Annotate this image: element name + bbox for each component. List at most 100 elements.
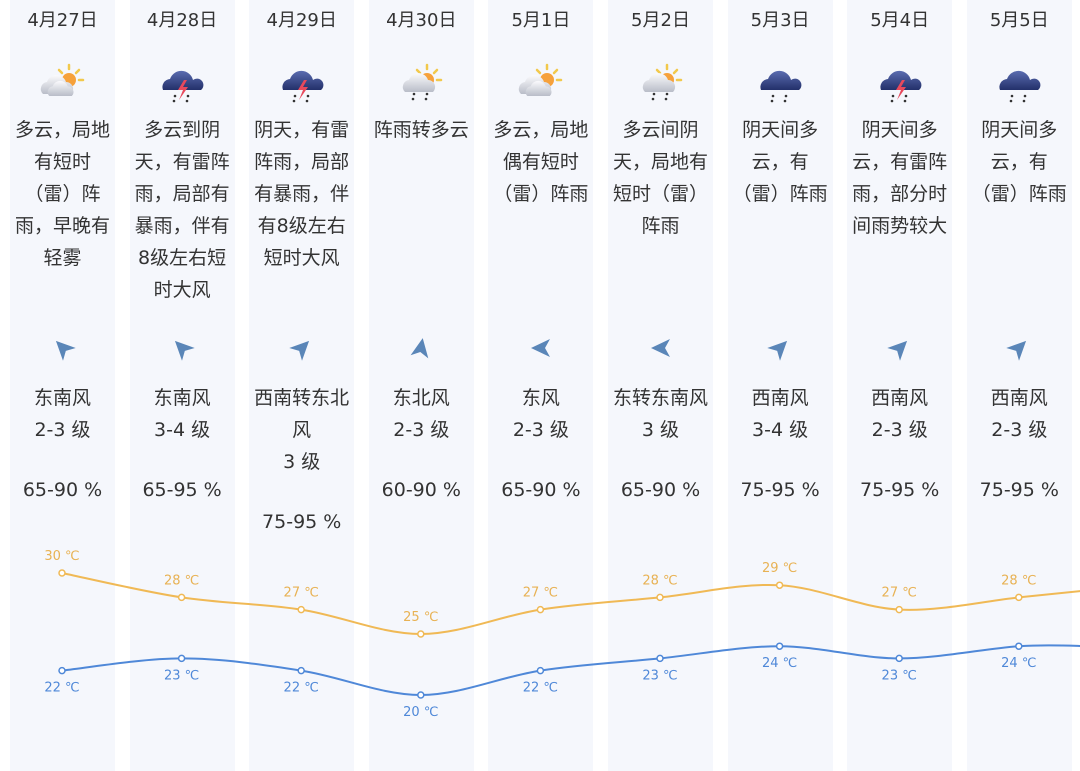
humidity-label: 75-95 % <box>740 479 820 501</box>
weather-description: 阴天间多 云，有 （雷）阵雨 <box>963 114 1076 210</box>
date-label: 5月5日 <box>989 10 1049 31</box>
wind-text: 西南转东北 <box>254 387 350 409</box>
description-line: 多云，局地 <box>493 119 589 141</box>
wind-text: 风 <box>292 419 312 441</box>
humidity-label: 75-95 % <box>860 479 940 501</box>
description-line: 短时大风 <box>263 247 340 269</box>
description-line: 天，局地有 <box>612 151 708 173</box>
wind-direction-arrow-icon <box>46 331 80 365</box>
description-line: （雷）阵雨 <box>732 183 828 205</box>
wind-direction-arrow-icon <box>883 331 917 365</box>
wind-text: 2-3 级 <box>991 419 1048 441</box>
rain-icon <box>995 62 1043 108</box>
description-line: 天，有雷阵 <box>134 151 230 173</box>
description-line: 雨，局部有 <box>134 183 230 205</box>
shower-icon <box>397 62 445 108</box>
weather-description: 多云到阴天，有雷阵雨，局部有暴雨，伴有 8级左右短时大风 <box>126 114 239 306</box>
humidity-label: 65-90 % <box>501 479 581 501</box>
date-label: 5月3日 <box>750 10 810 31</box>
forecast-day-column: 5月4日阴天间多云，有雷阵雨，部分时间雨势较大西南风 2-3 级 75-95 % <box>847 0 953 771</box>
wind-text: 2-3 级 <box>34 419 91 441</box>
description-line: 多云，局地 <box>14 119 110 141</box>
humidity-label: 60-90 % <box>381 479 461 501</box>
description-line: 阴天，有雷 <box>254 119 350 141</box>
description-line: 阴天间多 <box>861 119 938 141</box>
wind-text: 2-3 级 <box>512 419 569 441</box>
thunderstorm-icon <box>158 62 206 108</box>
wind-direction-arrow-icon <box>165 331 199 365</box>
description-line: 雨，部分时 <box>852 183 948 205</box>
description-line: （雷）阵雨 <box>493 183 589 205</box>
date-label: 4月29日 <box>266 10 337 31</box>
wind-direction-arrow-icon <box>763 331 797 365</box>
wind-text: 东北风 <box>392 387 450 409</box>
wind-text: 3-4 级 <box>154 419 211 441</box>
weather-description: 阴天间多云，有雷阵雨，部分时间雨势较大 <box>843 114 956 242</box>
weather-description: 阴天，有雷阵雨，局部有暴雨，伴有8级左右短时大风 <box>245 114 358 274</box>
wind-text: 东转东南风 <box>612 387 708 409</box>
wind-text: 西南风 <box>751 387 809 409</box>
wind-text: 3-4 级 <box>752 419 809 441</box>
forecast-day-column: 5月2日多云间阴天，局地有短时（雷） 阵雨东转东南风 3 级 65-90 % <box>608 0 713 771</box>
description-line: （雷）阵雨 <box>971 183 1067 205</box>
wind-direction-arrow-icon <box>529 336 553 360</box>
partly-cloudy-icon <box>39 62 87 108</box>
wind-text: 西南风 <box>871 387 929 409</box>
wind-text: 3 级 <box>641 419 680 441</box>
description-line: 偶有短时 <box>502 151 579 173</box>
description-line: 阵雨 <box>641 215 680 237</box>
forecast-day-column: 5月3日 阴天间多 云，有 （雷）阵雨 西南风 3-4 级 75-95 % <box>727 0 833 771</box>
rain-icon <box>756 62 804 108</box>
wind-direction-arrow-icon <box>1002 331 1036 365</box>
wind-text: 西南风 <box>990 387 1048 409</box>
description-line: 云，有雷阵 <box>852 151 948 173</box>
wind-text: 3 级 <box>283 451 321 473</box>
description-line: 时大风 <box>153 279 211 301</box>
description-line: 8级左右短 <box>138 247 227 269</box>
forecast-day-column: 4月28日多云到阴天，有雷阵雨，局部有暴雨，伴有 8级左右短时大风东南风 3-4 级… <box>129 0 235 771</box>
date-label: 5月4日 <box>870 10 930 31</box>
forecast-day-column: 5月5日 阴天间多 云，有 （雷）阵雨 西南风 2-3 级 75-95 % <box>966 0 1072 771</box>
description-line: 多云到阴 <box>144 119 221 141</box>
description-line: 短时（雷） <box>612 183 708 205</box>
humidity-label: 75-95 % <box>262 511 342 533</box>
date-label: 4月27日 <box>27 10 98 31</box>
description-line: 阵雨转多云 <box>373 119 469 141</box>
description-line: 暴雨，伴有 <box>134 215 230 237</box>
wind-text: 东南风 <box>153 387 211 409</box>
description-line: 间雨势较大 <box>852 215 948 237</box>
humidity-label: 75-95 % <box>979 479 1059 501</box>
description-line: 雨，早晚有 <box>14 215 110 237</box>
wind-direction-arrow-icon <box>649 336 673 360</box>
wind-direction-arrow-icon <box>407 334 435 362</box>
description-line: 有8级左右 <box>257 215 346 237</box>
description-line: 有短时 <box>33 151 91 173</box>
weather-description: 阵雨转多云 <box>365 114 478 146</box>
description-line: 阴天间多 <box>981 119 1058 141</box>
wind-direction-arrow-icon <box>285 331 319 365</box>
description-line: 轻雾 <box>43 247 82 269</box>
weather-description: 多云，局地偶有短时 （雷）阵雨 <box>484 114 597 210</box>
wind-text: 东南风 <box>33 387 91 409</box>
humidity-label: 65-90 % <box>620 479 701 501</box>
wind-text: 东风 <box>521 387 560 409</box>
thunderstorm-icon <box>278 62 326 108</box>
wind-text: 2-3 级 <box>871 419 928 441</box>
forecast-day-column: 4月27日多云，局地有短时 （雷）阵雨，早晚有轻雾东南风 2-3 级 65-90 % <box>10 0 115 771</box>
description-line: 阵雨，局部 <box>254 151 350 173</box>
humidity-label: 65-90 % <box>22 479 103 501</box>
description-line: 有暴雨，伴 <box>254 183 350 205</box>
date-label: 4月28日 <box>146 10 218 31</box>
forecast-day-column: 5月1日 多云，局地 偶有短时 （雷）阵雨 东风 2-3 级 65-90 % <box>488 0 594 771</box>
thunderstorm-icon <box>876 62 924 108</box>
partly-cloudy-icon <box>517 62 565 108</box>
description-line: 多云间阴 <box>622 119 699 141</box>
description-line: 阴天间多 <box>742 119 819 141</box>
humidity-label: 65-95 % <box>142 479 222 501</box>
wind-text: 2-3 级 <box>393 419 450 441</box>
weather-description: 多云间阴天，局地有短时（雷） 阵雨 <box>604 114 717 242</box>
date-label: 5月2日 <box>631 10 690 31</box>
weather-description: 多云，局地有短时 （雷）阵雨，早晚有轻雾 <box>6 114 119 274</box>
description-line: （雷）阵 <box>24 183 101 205</box>
date-label: 4月30日 <box>386 10 457 31</box>
